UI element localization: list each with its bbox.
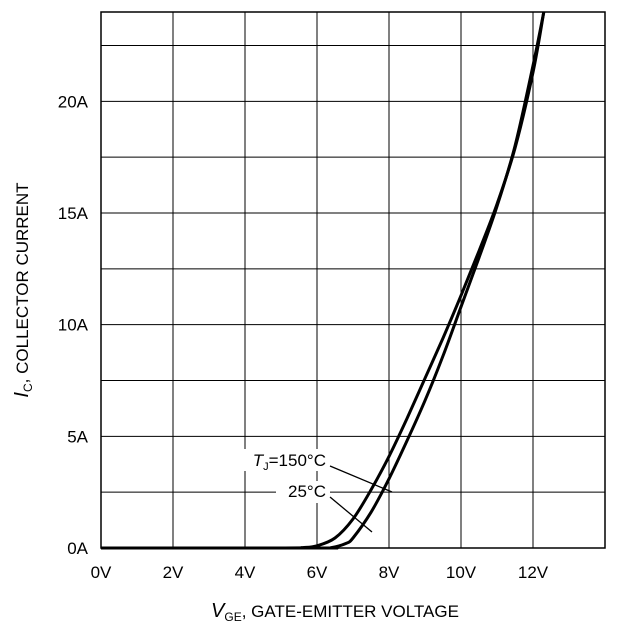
y-tick-label: 10A [58,316,89,335]
x-tick-label: 4V [235,563,256,582]
annotation-tj-150c: TJ=150°C [253,451,326,473]
x-axis-text: , GATE-EMITTER VOLTAGE [242,602,459,621]
y-tick-label: 5A [67,427,88,446]
x-tick-label: 12V [518,563,549,582]
annotation-tj-symbol: T [253,451,265,470]
annotation-25c-leader [329,496,373,533]
y-axis-subscript: C [21,383,35,392]
x-tick-label: 6V [307,563,328,582]
x-tick-labels: 0V 2V 4V 6V 8V 10V 12V [91,563,549,582]
grid [101,12,605,548]
y-tick-labels: 0A 5A 10A 15A 20A [58,92,89,558]
x-tick-label: 0V [91,563,112,582]
y-axis-text: , COLLECTOR CURRENT [13,182,32,383]
y-tick-label: 15A [58,204,89,223]
y-axis-symbol: I [11,392,33,398]
x-tick-label: 8V [379,563,400,582]
y-tick-label: 20A [58,92,89,111]
annotation-tj-subscript: J [263,461,269,473]
x-axis-title: VGE, GATE-EMITTER VOLTAGE [211,600,459,624]
y-axis-title: IC, COLLECTOR CURRENT [11,182,35,397]
y-tick-label: 0A [67,539,88,558]
plot-frame [100,11,606,549]
annotation-tj-text: =150°C [269,451,326,470]
x-tick-label: 10V [446,563,477,582]
annotation-150c-leader [329,465,393,493]
x-axis-symbol: V [211,600,226,622]
annotation-150c-background [222,449,330,471]
annotation-25c: 25°C [288,482,326,501]
curve-annotations: TJ=150°C 25°C [222,449,393,533]
x-tick-label: 2V [163,563,184,582]
annotation-25c-background [276,481,330,503]
x-axis-subscript: GE [224,610,241,624]
